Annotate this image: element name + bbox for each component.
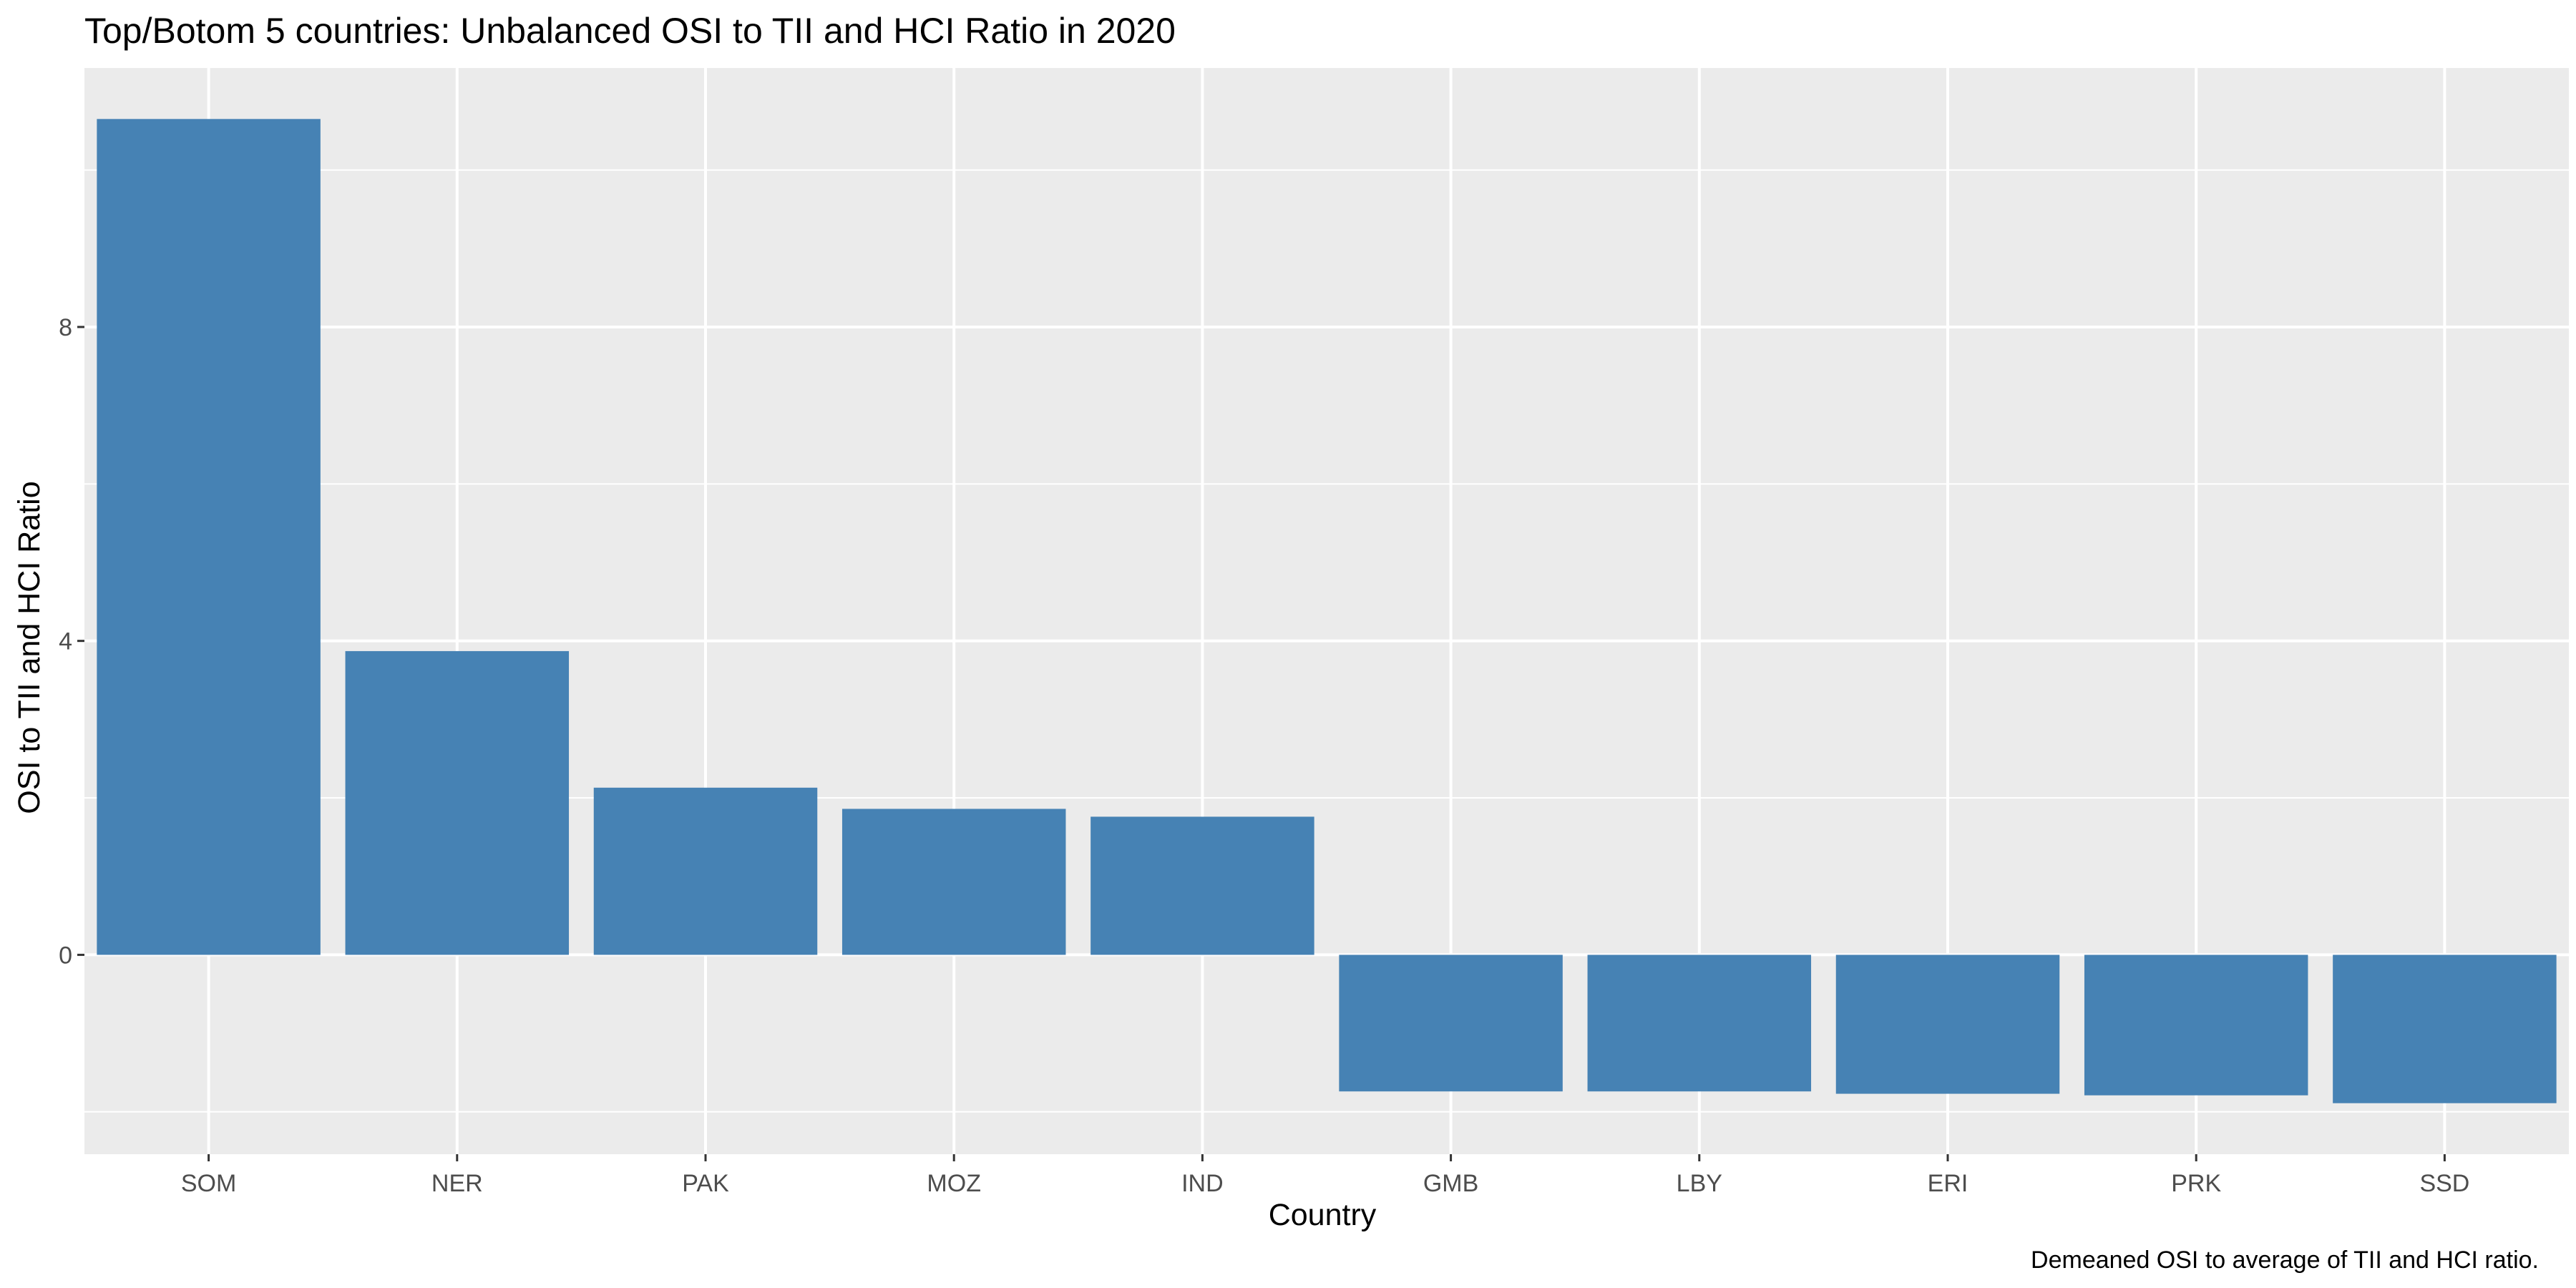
bar-lby [1587, 955, 1812, 1092]
bar-som [97, 119, 321, 955]
x-tick-label: SSD [2419, 1170, 2469, 1197]
bar-eri [1835, 955, 2060, 1094]
x-tick-label: PRK [2171, 1170, 2221, 1197]
bars [97, 119, 2557, 1103]
x-axis-title: Country [1269, 1198, 1377, 1232]
y-axis-title: OSI to TII and HCI Ratio [12, 481, 47, 814]
x-tick-label: MOZ [927, 1170, 981, 1197]
axes: 0 4 8 SOM NER PAK MOZ IND GMB LBY ERI PRK SSD [59, 314, 2469, 1197]
x-tick-label: IND [1181, 1170, 1224, 1197]
bar-pak [593, 787, 818, 955]
x-tick-label: SOM [181, 1170, 236, 1197]
bar-ner [345, 650, 570, 955]
bar-gmb [1339, 955, 1563, 1092]
bar-moz [841, 809, 1066, 955]
bar-ssd [2333, 955, 2557, 1103]
y-tick-label: 8 [59, 314, 72, 341]
y-tick-label: 0 [59, 942, 72, 969]
chart-title: Top/Botom 5 countries: Unbalanced OSI to… [84, 11, 1176, 51]
y-tick-label: 4 [59, 628, 72, 655]
x-tick-label: NER [431, 1170, 483, 1197]
x-tick-label: LBY [1677, 1170, 1722, 1197]
x-tick-label: GMB [1423, 1170, 1478, 1197]
chart-caption: Demeaned OSI to average of TII and HCI r… [2031, 1246, 2539, 1274]
x-tick-label: ERI [1928, 1170, 1968, 1197]
bar-ind [1091, 816, 1314, 955]
x-tick-label: PAK [682, 1170, 729, 1197]
bar-prk [2084, 955, 2308, 1096]
